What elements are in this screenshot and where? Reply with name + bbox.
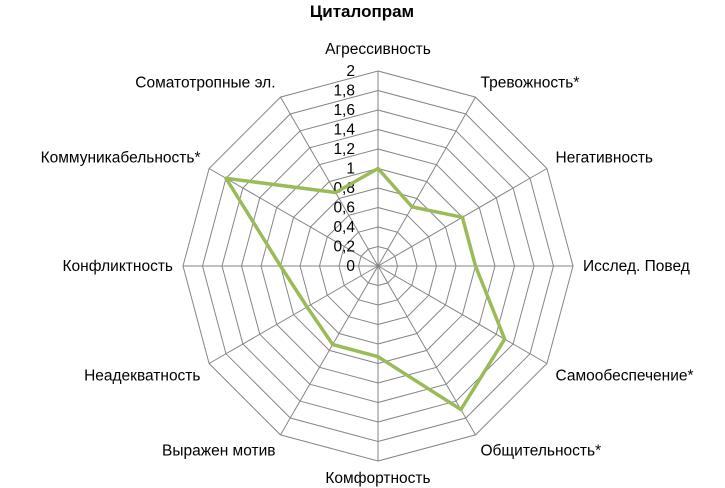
radial-tick-label: 0,6 (333, 200, 355, 217)
radar-spokes (183, 71, 573, 461)
grid-spoke (280, 96, 379, 267)
radial-tick-label: 1,4 (333, 122, 355, 139)
grid-spoke (208, 168, 379, 267)
data-point (330, 342, 335, 347)
radar-series (224, 166, 507, 412)
category-label: Неадекватность (84, 368, 200, 385)
category-label: Общительность* (481, 443, 602, 460)
grid-spoke (208, 265, 379, 364)
category-label: Негативность (556, 150, 654, 167)
radial-tick-label: 2 (346, 63, 355, 80)
category-label: Исслед. Повед (583, 258, 690, 275)
data-point (376, 354, 380, 359)
data-point (473, 264, 478, 268)
grid-spoke (377, 265, 548, 364)
radar-category-labels: Агрессивность Тревожность* Негативность Исс… (41, 41, 694, 487)
data-point (333, 190, 338, 195)
grid-spoke (377, 96, 476, 267)
data-point (410, 205, 414, 209)
chart-title: Циталопрам (310, 2, 414, 21)
data-point (502, 337, 507, 341)
category-label: Самообеспечение* (556, 368, 694, 385)
category-label: Комфортность (325, 470, 430, 487)
series-line (224, 166, 507, 412)
category-label: Соматотропные эл. (135, 75, 275, 92)
category-label: Коммуникабельность* (41, 150, 201, 167)
grid-spoke (280, 265, 379, 436)
category-label: Выражен мотив (162, 443, 276, 460)
radial-tick-label: 1,6 (333, 102, 355, 119)
radial-tick-label: 1,8 (333, 83, 355, 100)
category-label: Агрессивность (325, 41, 431, 58)
radar-tick-labels: 00,20,40,60,811,21,41,61,82 (333, 63, 355, 275)
data-point (278, 264, 283, 268)
data-point (305, 305, 309, 309)
data-point (376, 166, 380, 171)
radial-tick-label: 0 (346, 258, 355, 275)
radial-tick-label: 0,2 (333, 239, 355, 256)
category-label: Конфликтность (63, 258, 173, 275)
radial-tick-label: 1,2 (333, 141, 355, 158)
radial-tick-label: 1 (346, 161, 355, 178)
data-point (224, 176, 228, 181)
radial-tick-label: 0,4 (333, 219, 355, 236)
category-label: Тревожность* (481, 75, 580, 92)
data-point (460, 215, 465, 220)
data-point (459, 407, 463, 412)
